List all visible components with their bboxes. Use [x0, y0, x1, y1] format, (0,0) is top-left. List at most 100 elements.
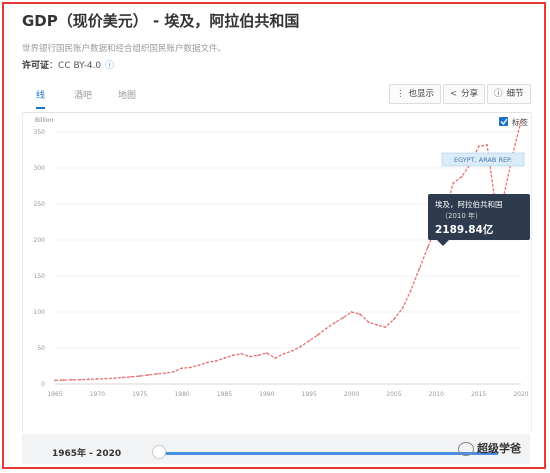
license-label: 许可证 [22, 61, 50, 71]
y-axis-label: Billion [35, 117, 53, 124]
range-label: 1965年 - 2020 [52, 449, 122, 459]
x-tick-label: 1985 [217, 391, 232, 398]
label-checkbox[interactable]: 标签 [499, 117, 528, 127]
tooltip-country: 埃及，阿拉伯共和国 [435, 199, 503, 209]
range-footer: 1965年 - 2020 [22, 434, 530, 464]
also-show-label: 也显示 [408, 89, 435, 99]
data-point [62, 379, 65, 381]
also-show-button[interactable]: ⋮ 也显示 [389, 84, 442, 104]
x-axis: 1965 1970 1975 1980 1985 1990 1995 2000 2005 2010… [47, 383, 529, 398]
range-slider-handle[interactable] [152, 445, 166, 459]
share-icon: < [450, 89, 458, 99]
y-tick-label: 100 [34, 309, 46, 316]
x-tick-label: 1990 [259, 391, 274, 398]
more-vertical-icon: ⋮ [396, 89, 405, 99]
data-point [452, 182, 455, 185]
y-axis: 0 50 100 150 200 250 300 350 [34, 129, 46, 388]
x-tick-label: 1970 [90, 391, 105, 398]
y-tick-label: 200 [34, 237, 46, 244]
data-point [418, 267, 421, 270]
data-point [87, 378, 90, 381]
data-point [308, 339, 311, 342]
x-tick-label: 2000 [344, 391, 359, 398]
data-point [121, 376, 124, 379]
y-tick-label: 350 [34, 129, 46, 136]
data-point [130, 375, 133, 378]
data-point [520, 120, 522, 123]
data-point [384, 326, 387, 329]
data-point [460, 175, 463, 178]
info-icon[interactable]: ⓘ [105, 61, 115, 71]
data-point [350, 311, 353, 313]
y-tick-label: 0 [41, 381, 45, 388]
x-tick-label: 1965 [47, 391, 62, 398]
tooltip-value: 2189.84亿 [435, 223, 494, 236]
data-point [376, 324, 378, 326]
data-point [359, 313, 361, 316]
data-point [189, 366, 192, 369]
wechat-icon [458, 442, 474, 456]
data-point [342, 316, 344, 319]
grid-lines [55, 131, 521, 385]
page-title: GDP（现价美元） - 埃及，阿拉伯共和国 [22, 12, 300, 30]
data-point [232, 354, 234, 357]
data-point [223, 357, 226, 359]
data-point [155, 373, 158, 375]
x-tick-label: 1995 [302, 391, 317, 398]
data-point [138, 375, 141, 377]
x-tick-label: 1980 [174, 391, 189, 398]
data-point [54, 379, 56, 382]
data-point [291, 349, 294, 352]
y-tick-label: 250 [34, 201, 46, 208]
license-line: 许可证：CC BY-4.0 ⓘ [22, 58, 114, 71]
x-tick-label: 2015 [471, 391, 486, 398]
data-point [71, 378, 73, 381]
share-button[interactable]: < 分享 [443, 84, 486, 104]
data-point [265, 352, 268, 354]
label-checkbox-text: 标签 [512, 117, 528, 127]
chart-area: 0 50 100 150 200 250 300 350 1965 1970 1975 1980 19… [22, 112, 532, 432]
data-point [477, 145, 480, 148]
series-label-text: EGYPT, ARAB REP. [454, 156, 512, 164]
data-point [104, 377, 107, 380]
data-point [147, 374, 150, 376]
page-subtitle: 世界银行国民账户数据和经合组织国民账户数据文件。 [22, 44, 227, 54]
x-tick-label: 2010 [429, 391, 444, 398]
data-point [248, 355, 251, 358]
data-point [172, 370, 175, 373]
y-tick-label: 300 [34, 165, 46, 172]
data-point [367, 321, 370, 323]
share-label: 分享 [461, 89, 479, 99]
data-point [282, 352, 285, 355]
tab-bar[interactable]: 酒吧 [74, 91, 93, 101]
tooltip: 埃及，阿拉伯共和国 （2010 年） 2189.84亿 [428, 194, 530, 246]
data-point [79, 378, 82, 381]
range-slider-track[interactable] [158, 452, 498, 455]
watermark: 超级学爸 [458, 440, 521, 456]
data-point [181, 367, 183, 370]
details-label: 细节 [506, 89, 524, 99]
data-point [274, 357, 277, 359]
details-button[interactable]: ⓘ 细节 [487, 84, 531, 104]
license-value[interactable]: CC BY-4.0 [58, 61, 102, 71]
data-point [401, 307, 404, 310]
data-point [257, 354, 260, 357]
x-tick-label: 2020 [513, 391, 528, 398]
data-point [486, 144, 489, 146]
data-point [393, 318, 395, 321]
x-tick-label: 2005 [386, 391, 401, 398]
chart-tabs: 线 酒吧 地图 [22, 84, 530, 113]
data-point [409, 289, 412, 292]
info-circle-icon: ⓘ [494, 89, 503, 99]
screenshot-frame [2, 2, 546, 469]
data-point [198, 364, 200, 367]
data-point [426, 246, 429, 249]
data-point [96, 378, 99, 380]
data-point [333, 321, 336, 324]
data-point [113, 377, 116, 380]
tab-map[interactable]: 地图 [118, 91, 137, 101]
y-tick-label: 50 [37, 345, 45, 352]
data-point [164, 372, 167, 375]
tab-line[interactable]: 线 [36, 88, 46, 109]
